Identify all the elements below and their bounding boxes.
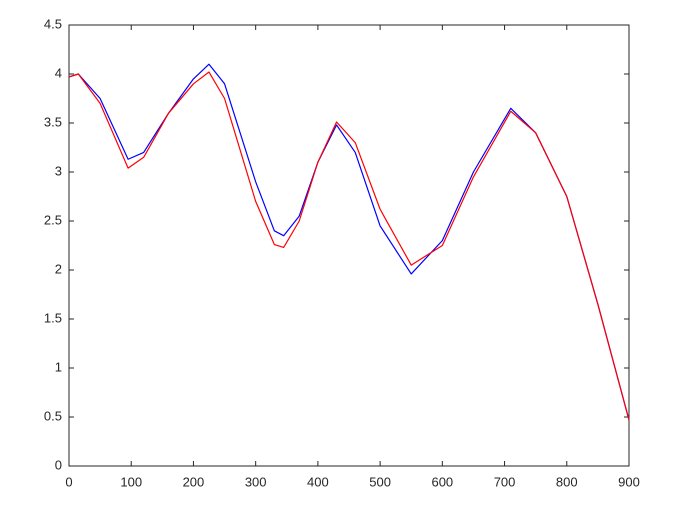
y-tick-label: 1.5 — [44, 310, 62, 325]
x-tick-label: 500 — [369, 474, 391, 489]
x-tick-label: 700 — [494, 474, 516, 489]
x-tick-label: 200 — [183, 474, 205, 489]
x-tick-label: 600 — [431, 474, 453, 489]
x-tick-label: 400 — [307, 474, 329, 489]
x-tick-label: 800 — [556, 474, 578, 489]
y-tick-label: 4 — [55, 65, 62, 80]
x-tick-label: 300 — [245, 474, 267, 489]
series-line — [68, 63, 630, 421]
y-tick-label: 3 — [55, 163, 62, 178]
y-tick-label: 4.5 — [44, 16, 62, 31]
y-tick-label: 1 — [55, 359, 62, 374]
plot-frame — [68, 24, 630, 467]
y-tick-label: 2.5 — [44, 212, 62, 227]
x-tick-label: 100 — [120, 474, 142, 489]
x-tick-label: 900 — [618, 474, 640, 489]
series-line — [68, 71, 630, 421]
y-tick-label: 3.5 — [44, 114, 62, 129]
y-tick-label: 0 — [55, 457, 62, 472]
x-tick-label: 0 — [65, 474, 72, 489]
y-tick-label: 2 — [55, 261, 62, 276]
y-tick-label: 0.5 — [44, 408, 62, 423]
